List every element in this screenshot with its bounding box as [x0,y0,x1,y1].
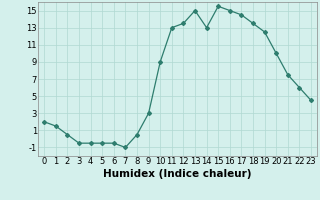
X-axis label: Humidex (Indice chaleur): Humidex (Indice chaleur) [103,169,252,179]
